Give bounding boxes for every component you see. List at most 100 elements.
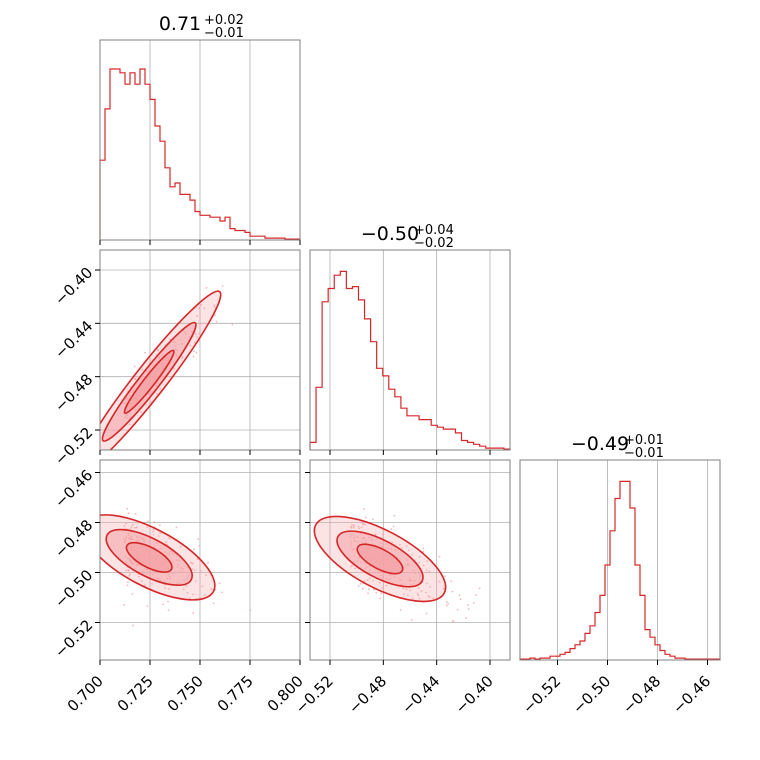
sample-point — [391, 541, 393, 544]
sample-point — [231, 323, 234, 326]
param-median: −0.49 — [571, 433, 629, 455]
sample-point — [146, 526, 149, 528]
sample-point — [417, 587, 420, 589]
sample-point — [428, 570, 431, 573]
sample-point — [215, 320, 218, 323]
sample-point — [141, 368, 144, 371]
panel-frame — [309, 459, 511, 661]
sample-point — [467, 608, 470, 610]
sample-point — [446, 600, 448, 603]
sample-point — [456, 608, 459, 611]
panel-content — [100, 250, 300, 450]
scatter-panel-3-2 — [305, 459, 511, 665]
sample-point — [207, 561, 209, 564]
sample-point — [159, 532, 161, 535]
x-tick-label: 0.725 — [114, 672, 157, 715]
sample-point — [194, 333, 197, 336]
y-tick-label: −0.52 — [51, 616, 96, 661]
sample-point — [363, 580, 366, 583]
density-contour — [125, 541, 173, 573]
sample-point — [467, 604, 469, 607]
sample-point — [360, 526, 363, 529]
sample-point — [127, 512, 130, 515]
sample-point — [451, 620, 454, 623]
sample-point — [362, 523, 365, 526]
sample-point — [359, 582, 362, 585]
sample-point — [422, 550, 425, 553]
param-median: −0.50 — [361, 223, 419, 245]
sample-point — [385, 584, 388, 587]
sample-point — [371, 518, 374, 521]
x-tick-label: −0.48 — [345, 672, 390, 717]
sample-point — [210, 588, 213, 591]
sample-point — [214, 314, 216, 317]
sample-point — [379, 581, 381, 584]
param-title-3: −0.49 — [571, 433, 629, 455]
sample-point — [193, 548, 195, 551]
sample-point — [164, 587, 167, 589]
sample-point — [442, 587, 445, 590]
sample-point — [185, 585, 188, 588]
sample-point — [162, 603, 164, 606]
sample-point — [193, 569, 196, 572]
sample-point — [422, 547, 425, 550]
sample-point — [191, 568, 194, 570]
sample-point — [368, 577, 371, 580]
x-tick-label: 0.700 — [64, 672, 107, 715]
sample-point — [153, 521, 155, 523]
sample-point — [193, 341, 196, 344]
sample-point — [144, 351, 146, 354]
sample-point — [368, 588, 371, 591]
sample-point — [192, 593, 194, 596]
sample-point — [131, 523, 134, 526]
sample-point — [416, 592, 419, 595]
sample-point — [363, 508, 366, 511]
sample-point — [199, 569, 202, 572]
panel-frame — [519, 459, 721, 661]
sample-point — [379, 597, 382, 600]
sample-point — [168, 588, 171, 590]
histogram-step-line — [309, 270, 511, 450]
density-contour — [356, 543, 404, 575]
sample-point — [135, 526, 138, 529]
sample-point — [196, 558, 199, 560]
x-tick-label: −0.52 — [519, 672, 564, 717]
sample-point — [438, 580, 441, 583]
sample-point — [128, 423, 131, 426]
sample-point — [418, 597, 421, 600]
sample-point — [417, 594, 420, 596]
sample-point — [458, 594, 461, 597]
density-contour — [123, 349, 175, 414]
sample-point — [181, 355, 184, 358]
x-tick-label: −0.48 — [619, 672, 664, 717]
sample-point — [133, 526, 136, 529]
x-tick-label: 0.775 — [214, 672, 257, 715]
sample-point — [126, 507, 129, 510]
param-median: 0.71 — [159, 13, 201, 35]
sample-point — [418, 556, 421, 559]
sample-point — [465, 617, 467, 620]
param-lower-error: −0.02 — [414, 236, 454, 251]
sample-point — [445, 604, 448, 607]
sample-point — [201, 585, 204, 588]
histogram-step-line — [519, 480, 721, 660]
sample-point — [194, 580, 197, 583]
sample-point — [351, 523, 353, 526]
sample-point — [392, 525, 395, 528]
sample-point — [381, 586, 384, 589]
sample-point — [129, 528, 132, 531]
sample-point — [409, 589, 412, 592]
sample-point — [128, 574, 131, 577]
x-tick-label: −0.50 — [569, 672, 614, 717]
sample-point — [478, 587, 481, 590]
sample-point — [451, 590, 454, 593]
hist-panel-2: −0.50+0.04−0.02 — [309, 223, 511, 455]
sample-point — [425, 591, 427, 594]
sample-point — [132, 624, 134, 627]
sample-point — [127, 581, 129, 584]
sample-point — [203, 307, 206, 310]
sample-point — [213, 306, 216, 309]
sample-point — [156, 393, 159, 395]
sample-point — [127, 569, 130, 571]
